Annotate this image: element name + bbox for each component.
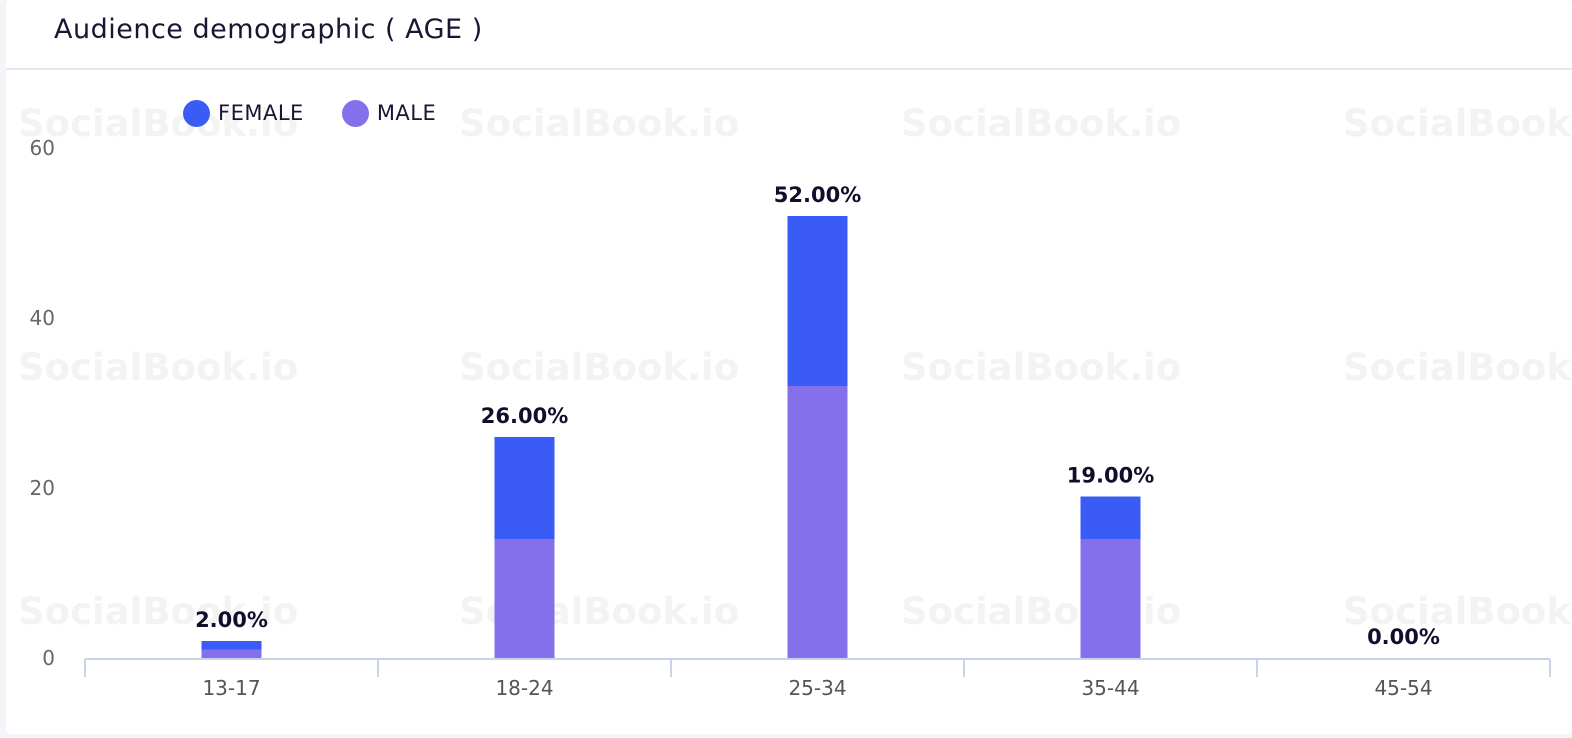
- data-label-18-24: 26.00%: [481, 404, 568, 428]
- x-tick-label: 13-17: [202, 676, 260, 700]
- bar-male-18-24: [495, 539, 555, 658]
- y-tick-label: 40: [30, 306, 55, 330]
- x-tick-label: 25-34: [788, 676, 846, 700]
- bar-male-35-44: [1081, 539, 1141, 658]
- bar-male-13-17: [202, 650, 262, 659]
- data-label-25-34: 52.00%: [774, 183, 861, 207]
- x-tick-label: 45-54: [1374, 676, 1432, 700]
- data-label-45-54: 0.00%: [1367, 625, 1440, 649]
- bar-female-25-34: [788, 216, 848, 386]
- y-tick-label: 60: [30, 136, 55, 160]
- bar-female-35-44: [1081, 497, 1141, 540]
- data-label-35-44: 19.00%: [1067, 464, 1154, 488]
- x-tick-label: 18-24: [495, 676, 553, 700]
- bar-female-13-17: [202, 641, 262, 650]
- bar-male-25-34: [788, 386, 848, 658]
- y-tick-label: 0: [42, 646, 55, 670]
- y-tick-label: 20: [30, 476, 55, 500]
- x-tick-label: 35-44: [1081, 676, 1139, 700]
- data-label-13-17: 2.00%: [195, 608, 268, 632]
- bar-female-18-24: [495, 437, 555, 539]
